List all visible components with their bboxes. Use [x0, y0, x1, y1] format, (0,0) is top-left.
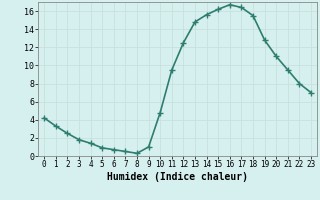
X-axis label: Humidex (Indice chaleur): Humidex (Indice chaleur) — [107, 172, 248, 182]
